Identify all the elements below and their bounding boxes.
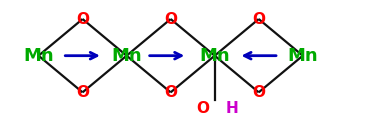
Text: O: O (76, 85, 89, 100)
Text: Mn: Mn (199, 47, 230, 65)
Text: H: H (226, 101, 239, 116)
Text: O: O (76, 12, 89, 27)
Text: Mn: Mn (23, 47, 54, 65)
Text: O: O (252, 12, 265, 27)
Text: O: O (164, 12, 177, 27)
Text: Mn: Mn (111, 47, 142, 65)
Text: O: O (252, 85, 265, 100)
Text: O: O (196, 101, 209, 116)
Text: Mn: Mn (287, 47, 318, 65)
Text: O: O (164, 85, 177, 100)
